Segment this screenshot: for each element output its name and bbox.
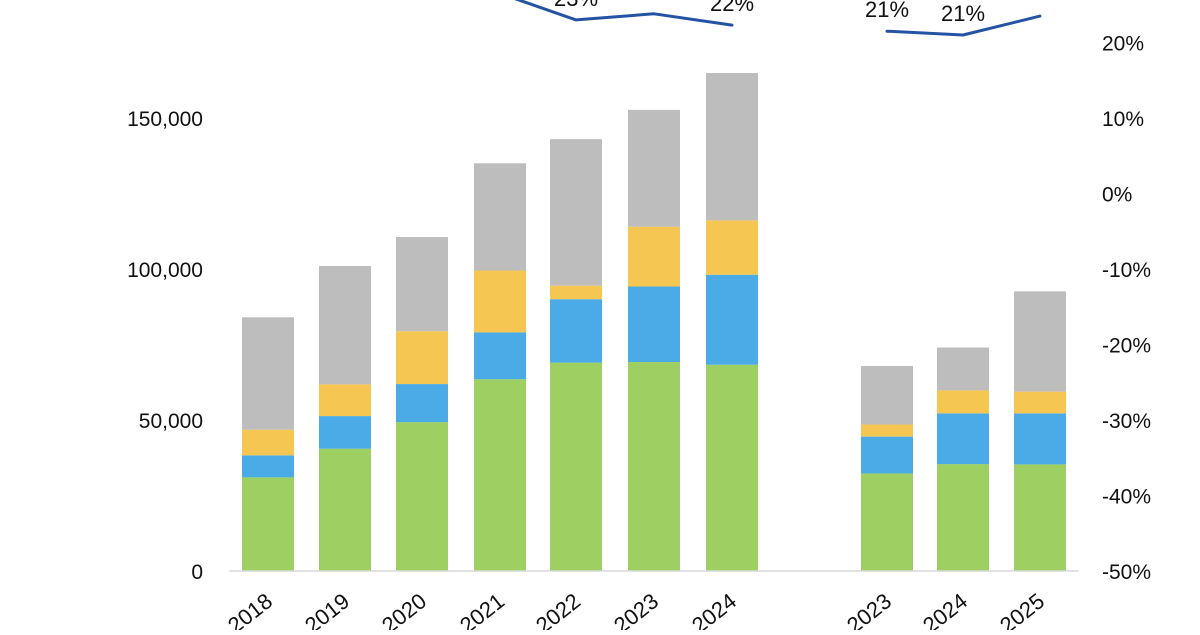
right-tick-label: -10% <box>1102 259 1151 282</box>
category-label-2019-1: 2019 <box>300 588 354 630</box>
bar-2-2020-2 <box>396 384 448 423</box>
right-tick-label: -40% <box>1102 486 1151 509</box>
bar-2-2019-1 <box>319 416 371 449</box>
bar-1-2022-4 <box>550 362 602 571</box>
category-label-2024-8: 2024 <box>918 588 972 630</box>
bar-3-2018-0 <box>242 429 294 456</box>
left-axis-ticks: 0 50,000 100,000 150,000 <box>127 108 203 584</box>
category-labels: 2018 2019 2020 2021 2022 2023 2024 2023 2024 2025 <box>223 588 1049 635</box>
bar-4-2024-6 <box>706 73 758 221</box>
bar-1-2018-0 <box>242 477 294 571</box>
margin-line-segment-1 <box>514 0 734 27</box>
bar-1-2025-9 <box>1014 464 1066 571</box>
bar-2-2023-7 <box>861 436 913 474</box>
bar-4-2023-5 <box>628 109 680 227</box>
bar-4-2020-2 <box>396 236 448 332</box>
bar-1-2024-8 <box>937 464 989 571</box>
category-label-2023-7: 2023 <box>842 588 896 630</box>
right-tick-label: 0% <box>1102 184 1132 207</box>
bar-3-2024-6 <box>706 220 758 275</box>
bar-4-2018-0 <box>242 317 294 430</box>
bar-1-2021-3 <box>474 379 526 571</box>
category-label-2025-9: 2025 <box>995 588 1049 630</box>
bar-2-2025-9 <box>1014 413 1066 465</box>
bar-3-2021-3 <box>474 270 526 333</box>
right-tick-label: -20% <box>1102 335 1151 358</box>
right-tick-label: -30% <box>1102 410 1151 433</box>
bar-2-2022-4 <box>550 299 602 363</box>
left-tick-label: 0 <box>191 561 203 584</box>
bar-2-2021-3 <box>474 332 526 380</box>
bar-1-2023-5 <box>628 362 680 571</box>
bar-3-2023-5 <box>628 226 680 287</box>
margin-label-6: 22% <box>710 0 754 16</box>
bar-4-2025-9 <box>1014 291 1066 392</box>
bar-3-2019-1 <box>319 384 371 417</box>
bar-3-2022-4 <box>550 285 602 300</box>
category-label-2020-2: 2020 <box>377 588 431 630</box>
right-tick-label: -50% <box>1102 561 1151 584</box>
bar-2-2024-6 <box>706 274 758 365</box>
category-label-2024-6: 2024 <box>687 588 741 630</box>
bar-1-2024-6 <box>706 364 758 571</box>
left-tick-label: 150,000 <box>127 108 203 131</box>
margin-line-layer <box>514 0 1042 37</box>
bar-3-2020-2 <box>396 331 448 385</box>
bar-1-2019-1 <box>319 448 371 571</box>
margin-label-8: 21% <box>941 1 985 26</box>
bar-4-2023-7 <box>861 365 913 425</box>
margin-data-labels: 23% 22% 21% 21% <box>554 0 985 26</box>
category-label-2023-5: 2023 <box>609 588 663 630</box>
bar-2-2023-5 <box>628 286 680 363</box>
bar-4-2019-1 <box>319 265 371 385</box>
bar-2-2018-0 <box>242 455 294 478</box>
bar-1-2020-2 <box>396 422 448 571</box>
category-label-2018-0: 2018 <box>223 588 277 630</box>
right-tick-label: 20% <box>1102 33 1144 56</box>
left-tick-label: 100,000 <box>127 259 203 282</box>
bar-3-2023-7 <box>861 424 913 437</box>
bar-4-2022-4 <box>550 139 602 286</box>
bar-2-2024-8 <box>937 413 989 465</box>
margin-label-7: 21% <box>865 0 909 22</box>
bar-1-2023-7 <box>861 473 913 571</box>
bar-4-2024-8 <box>937 347 989 391</box>
bar-3-2025-9 <box>1014 391 1066 414</box>
left-tick-label: 50,000 <box>139 410 203 433</box>
margin-label-4: 23% <box>554 0 598 11</box>
right-axis-ticks: -50% -40% -30% -20% -10% 0% 10% 20% <box>1102 33 1151 585</box>
category-label-2021-3: 2021 <box>455 588 509 630</box>
bar-layer <box>242 73 1066 571</box>
right-tick-label: 10% <box>1102 108 1144 131</box>
category-label-2022-4: 2022 <box>531 588 585 630</box>
bar-4-2021-3 <box>474 163 526 271</box>
margin-line-segment-2 <box>885 14 1042 37</box>
bar-3-2024-8 <box>937 390 989 414</box>
